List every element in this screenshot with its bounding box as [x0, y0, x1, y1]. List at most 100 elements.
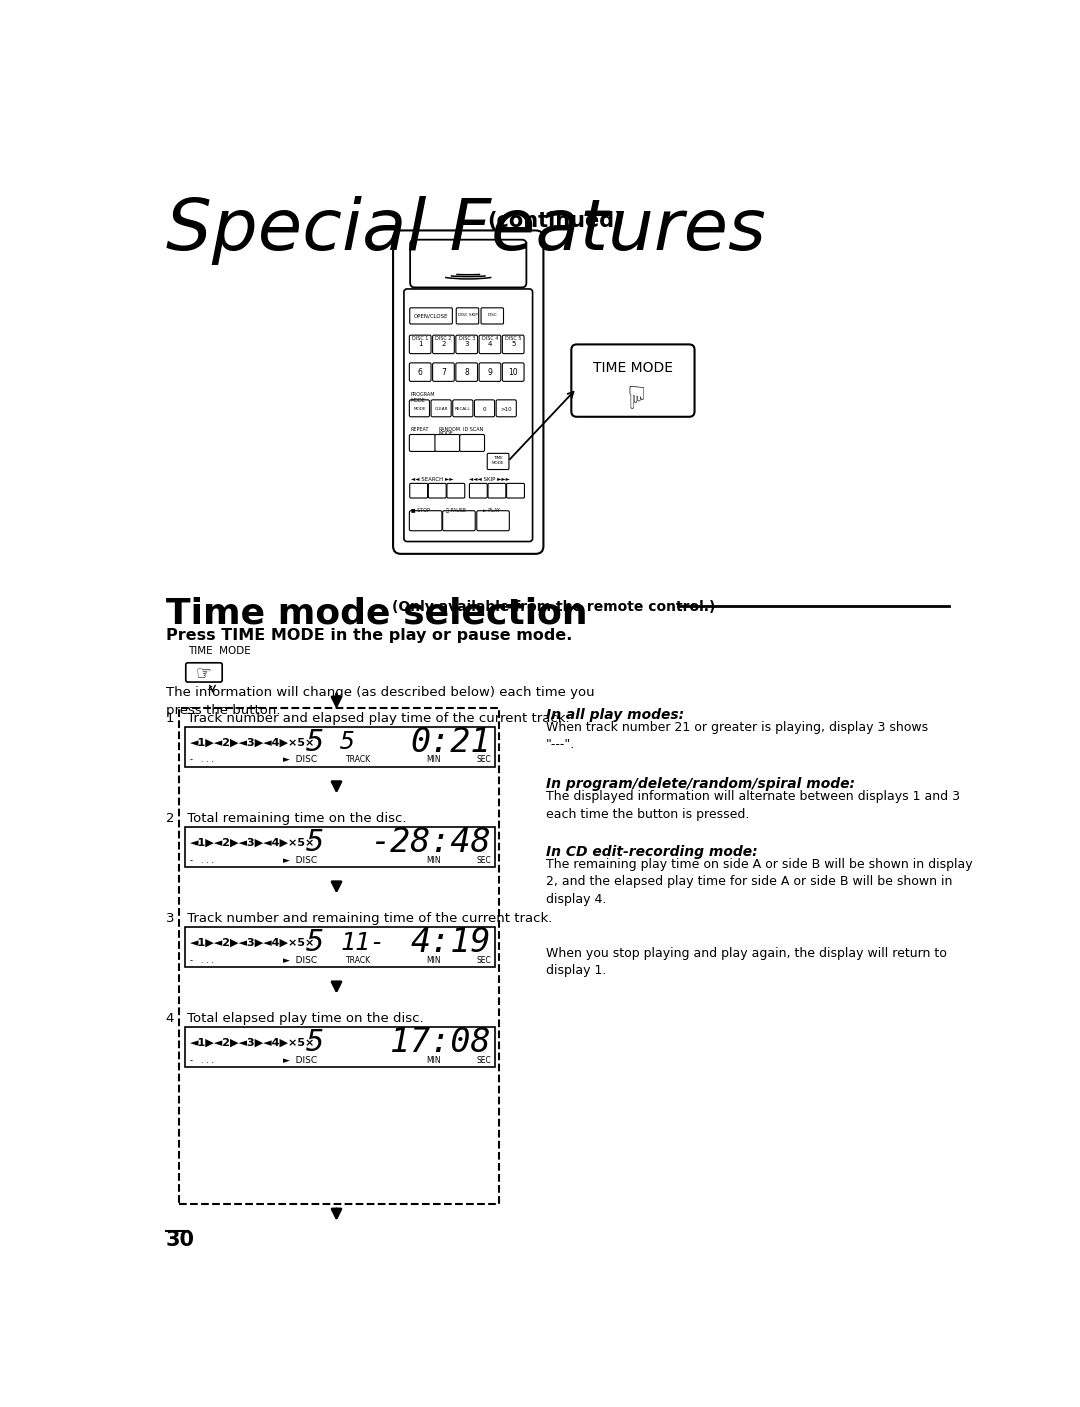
Text: ◄1▶◄2▶◄3▶◄4▶×5×: ◄1▶◄2▶◄3▶◄4▶×5×	[190, 937, 315, 947]
Text: ◄1▶◄2▶◄3▶◄4▶×5×: ◄1▶◄2▶◄3▶◄4▶×5×	[190, 1037, 315, 1048]
FancyBboxPatch shape	[443, 511, 475, 530]
Bar	[186, 927, 496, 968]
Text: DISC SKIP: DISC SKIP	[458, 314, 477, 317]
Text: The remaining play time on side A or side B will be shown in display
2, and the : The remaining play time on side A or sid…	[545, 858, 972, 906]
FancyBboxPatch shape	[487, 453, 509, 470]
Text: DISC 5: DISC 5	[505, 336, 522, 340]
Text: 3: 3	[464, 342, 469, 348]
Text: DISC 2: DISC 2	[435, 336, 451, 340]
Text: 4   Total elapsed play time on the disc.: 4 Total elapsed play time on the disc.	[166, 1012, 423, 1024]
FancyBboxPatch shape	[507, 484, 525, 498]
FancyBboxPatch shape	[410, 239, 526, 287]
Text: OPEN/CLOSE: OPEN/CLOSE	[414, 314, 448, 318]
Text: REPEAT: REPEAT	[410, 426, 430, 432]
FancyBboxPatch shape	[409, 363, 431, 381]
Text: SEC: SEC	[476, 855, 491, 864]
Text: 1: 1	[418, 342, 422, 348]
Text: -   . . .: - . . .	[190, 756, 214, 764]
FancyBboxPatch shape	[186, 663, 222, 682]
Text: DISC: DISC	[487, 314, 497, 317]
Text: (Only available from the remote control.): (Only available from the remote control.…	[392, 599, 716, 613]
Text: SEC: SEC	[476, 756, 491, 764]
FancyBboxPatch shape	[433, 363, 455, 381]
Text: MIN: MIN	[427, 1055, 441, 1065]
FancyBboxPatch shape	[429, 484, 446, 498]
Text: 9: 9	[487, 367, 492, 377]
FancyBboxPatch shape	[431, 400, 451, 416]
Bar	[186, 727, 496, 767]
Text: 6: 6	[418, 367, 422, 377]
Text: DISC 4: DISC 4	[482, 336, 498, 340]
Text: 2: 2	[442, 342, 446, 348]
FancyBboxPatch shape	[433, 335, 455, 353]
Text: >10: >10	[500, 407, 512, 412]
Text: SEC: SEC	[476, 1055, 491, 1065]
FancyBboxPatch shape	[393, 231, 543, 554]
FancyBboxPatch shape	[409, 435, 435, 452]
Text: ⏸ PAUSE: ⏸ PAUSE	[446, 508, 465, 512]
Text: ◄1▶◄2▶◄3▶◄4▶×5×: ◄1▶◄2▶◄3▶◄4▶×5×	[190, 737, 315, 747]
Text: DISC 3: DISC 3	[459, 336, 475, 340]
Text: 5: 5	[307, 1029, 325, 1057]
Text: MODE: MODE	[438, 432, 453, 436]
Text: In CD edit-recording mode:: In CD edit-recording mode:	[545, 844, 757, 858]
Text: SEC: SEC	[476, 955, 491, 965]
Text: -   . . .: - . . .	[190, 955, 214, 965]
Text: 1   Track number and elapsed play time of the current track.: 1 Track number and elapsed play time of …	[166, 712, 569, 725]
Text: 30: 30	[166, 1230, 195, 1249]
Text: RANDOM: RANDOM	[438, 426, 460, 432]
Text: MODE: MODE	[410, 398, 426, 402]
Text: (continued): (continued)	[488, 211, 624, 231]
Text: When you stop playing and play again, the display will return to
display 1.: When you stop playing and play again, th…	[545, 947, 947, 976]
Text: 5: 5	[340, 730, 355, 754]
Bar	[186, 827, 496, 867]
Text: ►  DISC: ► DISC	[283, 855, 318, 864]
Text: TIME  MODE: TIME MODE	[188, 646, 251, 656]
FancyBboxPatch shape	[404, 288, 532, 542]
Text: 8: 8	[464, 367, 469, 377]
FancyBboxPatch shape	[476, 511, 510, 530]
Text: In all play modes:: In all play modes:	[545, 708, 684, 722]
Text: Special Features: Special Features	[166, 196, 766, 265]
Text: DISC 1: DISC 1	[411, 336, 429, 340]
Text: PROGRAM: PROGRAM	[410, 393, 435, 397]
Text: MIN: MIN	[427, 756, 441, 764]
Text: In program/delete/random/spiral mode:: In program/delete/random/spiral mode:	[545, 777, 854, 791]
Text: 10: 10	[509, 367, 518, 377]
FancyBboxPatch shape	[480, 335, 501, 353]
Text: -   . . .: - . . .	[190, 1055, 214, 1065]
Text: ◄◄◄ SKIP ►►►: ◄◄◄ SKIP ►►►	[469, 477, 510, 481]
Text: 7: 7	[441, 367, 446, 377]
Text: Time mode selection: Time mode selection	[166, 597, 588, 630]
Text: When track number 21 or greater is playing, display 3 shows
"---".: When track number 21 or greater is playi…	[545, 720, 928, 751]
Text: Press TIME MODE in the play or pause mode.: Press TIME MODE in the play or pause mod…	[166, 628, 572, 643]
FancyBboxPatch shape	[456, 308, 478, 324]
Text: CLEAR: CLEAR	[434, 407, 448, 411]
Text: RECALL: RECALL	[455, 407, 471, 411]
Text: ► PLAY: ► PLAY	[483, 508, 500, 512]
FancyBboxPatch shape	[488, 484, 505, 498]
Text: ►  DISC: ► DISC	[283, 1055, 318, 1065]
FancyBboxPatch shape	[456, 363, 477, 381]
Text: ■ STOP: ■ STOP	[410, 508, 430, 512]
Text: TRACK: TRACK	[347, 955, 372, 965]
Text: ID SCAN: ID SCAN	[463, 426, 483, 432]
Text: 4:19: 4:19	[410, 926, 490, 960]
FancyBboxPatch shape	[474, 400, 495, 416]
FancyBboxPatch shape	[409, 335, 431, 353]
Text: MIN: MIN	[427, 955, 441, 965]
FancyBboxPatch shape	[409, 484, 428, 498]
FancyBboxPatch shape	[409, 511, 442, 530]
Text: ◄◄ SEARCH ►►: ◄◄ SEARCH ►►	[410, 477, 454, 481]
Text: ☞: ☞	[195, 664, 212, 682]
Text: MIN: MIN	[427, 855, 441, 864]
FancyBboxPatch shape	[480, 363, 501, 381]
Text: 4: 4	[488, 342, 492, 348]
Text: MODE: MODE	[414, 407, 426, 411]
Text: ◄1▶◄2▶◄3▶◄4▶×5×: ◄1▶◄2▶◄3▶◄4▶×5×	[190, 837, 315, 847]
FancyBboxPatch shape	[456, 335, 477, 353]
Text: 5: 5	[307, 827, 325, 857]
Text: ►  DISC: ► DISC	[283, 955, 318, 965]
Text: ☝: ☝	[623, 377, 643, 407]
FancyBboxPatch shape	[447, 484, 464, 498]
